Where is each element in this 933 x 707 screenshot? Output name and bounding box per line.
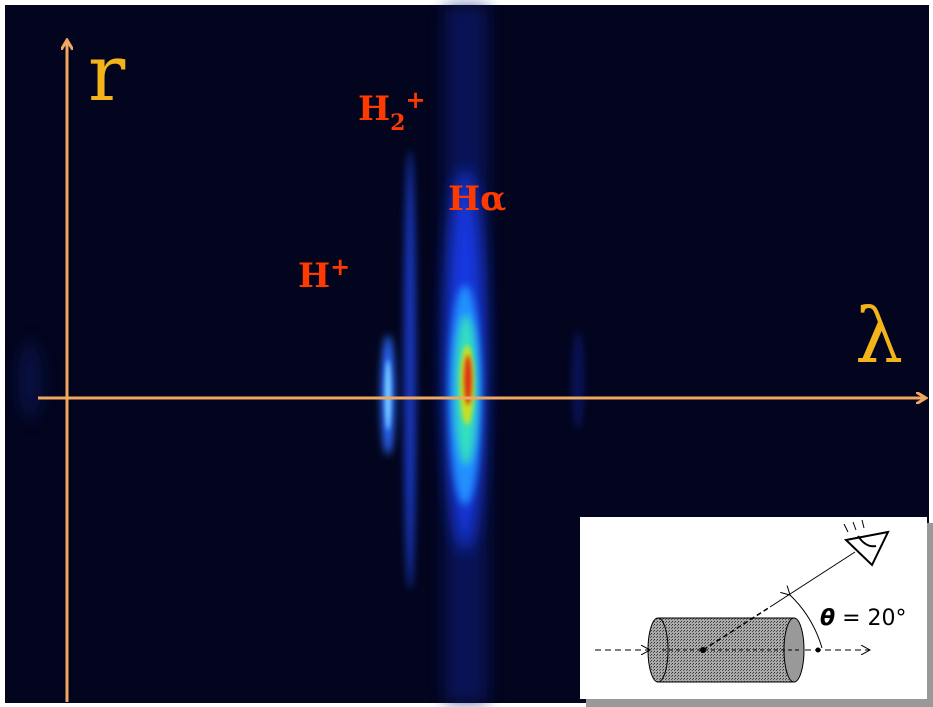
lambda-label: λ (855, 291, 903, 380)
h2-subscript: 2 (390, 110, 405, 136)
hplus-base: H (298, 256, 330, 296)
h2-superscript: + (405, 85, 425, 114)
page: r λ H2+ Hα H+ θ = 20° (() => { const dat… (0, 0, 933, 707)
angle-value: = 20° (842, 606, 906, 631)
spectrogram: r λ H2+ Hα H+ θ = 20° (0, 0, 933, 707)
h2-base: H (358, 89, 390, 129)
halpha-label: Hα (448, 179, 506, 219)
angle-label: θ = 20° (820, 606, 907, 631)
theta: θ (820, 606, 835, 631)
inset: θ = 20° (580, 517, 933, 707)
r-label: r (88, 29, 126, 119)
hplus-superscript: + (330, 252, 350, 281)
